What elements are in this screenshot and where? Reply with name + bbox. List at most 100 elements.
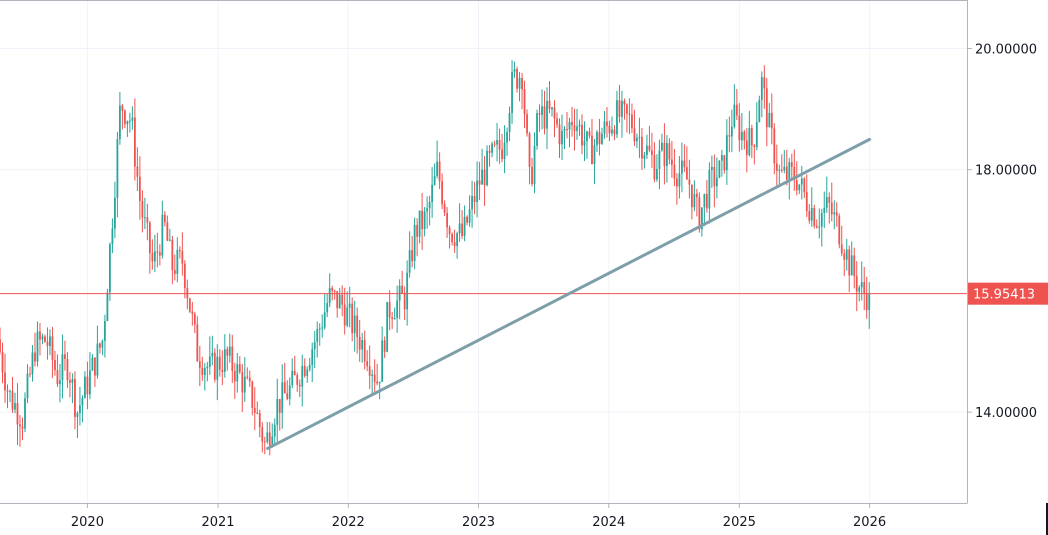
- candle-body: [436, 161, 439, 176]
- x-tick-label: 2023: [462, 515, 495, 530]
- candle-body: [288, 385, 291, 399]
- candle: [715, 157, 718, 199]
- candle-body: [109, 244, 111, 293]
- candle: [151, 239, 154, 270]
- candle: [403, 286, 406, 320]
- candle: [123, 109, 126, 129]
- candle-body: [101, 340, 104, 348]
- candle-body: [775, 163, 778, 171]
- candle: [775, 144, 778, 186]
- trendline[interactable]: [266, 137, 872, 450]
- candle: [333, 289, 336, 300]
- candle-body: [39, 331, 41, 340]
- candle: [568, 117, 571, 148]
- candle: [750, 124, 753, 159]
- candle: [236, 353, 239, 393]
- candle-body: [651, 150, 653, 156]
- candle: [468, 195, 471, 227]
- candle: [316, 321, 319, 358]
- candle-body: [258, 413, 261, 428]
- candle: [64, 340, 66, 371]
- candle: [158, 244, 161, 266]
- candle: [456, 231, 458, 259]
- candle: [411, 235, 414, 268]
- candle-body: [601, 133, 603, 144]
- candle-body: [14, 403, 16, 410]
- candle: [266, 422, 269, 444]
- candle: [596, 130, 598, 152]
- candle: [4, 353, 6, 403]
- candle-body: [313, 341, 316, 350]
- candle: [186, 279, 189, 310]
- candle: [780, 154, 783, 173]
- candle-body: [49, 336, 51, 346]
- candle-body: [371, 374, 374, 376]
- candle: [14, 392, 16, 414]
- candle: [753, 144, 756, 165]
- candle-body: [541, 106, 543, 115]
- candle-body: [805, 192, 808, 212]
- candle-body: [441, 181, 444, 204]
- candle-body: [336, 291, 339, 309]
- candle: [188, 297, 191, 313]
- candle-body: [91, 357, 94, 371]
- candle: [141, 190, 144, 233]
- candle: [613, 125, 616, 141]
- candle: [531, 157, 533, 187]
- candle-body: [820, 213, 823, 227]
- candle-body: [341, 294, 344, 305]
- candle: [785, 149, 788, 186]
- candle-body: [556, 118, 558, 125]
- candle-body: [840, 244, 843, 254]
- candle: [491, 141, 493, 158]
- candle-body: [161, 214, 164, 256]
- candle-body: [74, 378, 76, 417]
- candle-body: [116, 139, 119, 198]
- candle: [725, 119, 728, 185]
- candle-body: [303, 365, 306, 376]
- candle-body: [608, 125, 611, 134]
- candle-body: [648, 145, 651, 151]
- candle-body: [483, 169, 486, 186]
- candle: [338, 287, 341, 309]
- candle: [171, 235, 174, 285]
- candle-body: [810, 208, 813, 221]
- candle: [133, 98, 136, 181]
- candle: [685, 146, 688, 180]
- candle: [386, 301, 389, 353]
- candle: [258, 409, 261, 438]
- candle: [193, 311, 196, 334]
- candle-body: [618, 100, 621, 117]
- candle-body: [626, 104, 628, 114]
- candle: [658, 139, 661, 190]
- candle: [253, 387, 256, 431]
- candle-body: [391, 317, 394, 320]
- candle-body: [31, 352, 34, 375]
- candle-body: [321, 327, 324, 329]
- candle: [561, 114, 563, 160]
- candle: [783, 150, 786, 174]
- candle: [44, 334, 46, 343]
- candle-body: [848, 249, 851, 276]
- candle: [201, 356, 204, 381]
- candle: [828, 192, 831, 224]
- candle: [198, 345, 201, 387]
- candle-body: [54, 360, 56, 371]
- candle-body: [351, 303, 354, 334]
- candle: [865, 276, 868, 319]
- candle: [131, 106, 134, 130]
- candle: [16, 383, 19, 446]
- candle: [6, 384, 9, 409]
- candle: [830, 182, 833, 222]
- candle: [471, 180, 473, 228]
- candle-body: [203, 368, 206, 375]
- candle: [763, 65, 766, 109]
- candle: [81, 395, 84, 423]
- candle-body: [785, 166, 788, 180]
- candle-body: [178, 250, 181, 252]
- candle-body: [283, 382, 286, 394]
- candle-body: [211, 352, 214, 357]
- candle: [463, 205, 466, 242]
- candle: [59, 364, 61, 403]
